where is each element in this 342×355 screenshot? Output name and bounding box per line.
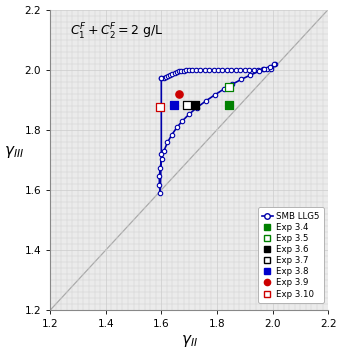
Point (192, 102, 197, 108)
Point (184, 102, 189, 108)
Point (227, 84, 232, 90)
Point (157, 104, 162, 110)
X-axis label: $\gamma_{II}$: $\gamma_{II}$ (181, 333, 198, 349)
Point (176, 92, 181, 97)
Text: $C_1^F+C_2^F=2$ g/L: $C_1^F+C_2^F=2$ g/L (69, 22, 163, 42)
Point (171, 102, 176, 108)
Point (227, 102, 232, 108)
Legend: SMB LLG5, Exp 3.4, Exp 3.5, Exp 3.6, Exp 3.7, Exp 3.8, Exp 3.9, Exp 3.10: SMB LLG5, Exp 3.4, Exp 3.5, Exp 3.6, Exp… (258, 207, 324, 303)
Y-axis label: $\gamma_{III}$: $\gamma_{III}$ (4, 144, 24, 160)
